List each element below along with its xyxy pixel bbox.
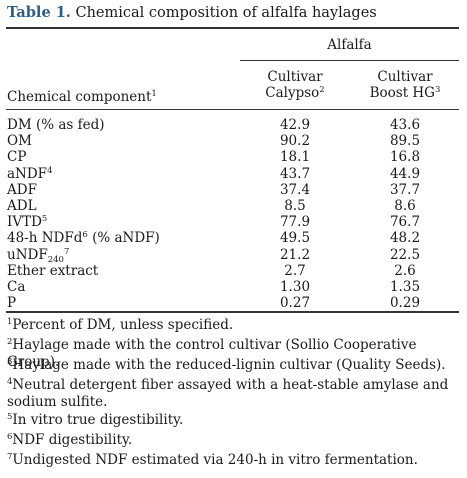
calypso-value: 8.5 <box>284 198 306 214</box>
top-rule <box>6 27 459 29</box>
calypso-value: 42.9 <box>279 117 311 133</box>
row-label: Ca <box>7 279 26 295</box>
row-label: CP <box>7 149 27 166</box>
boost-hg-value: 37.7 <box>389 181 421 198</box>
table-row: 48-h NDFd6 (% aNDF) 49.5 48.2 <box>0 230 467 246</box>
table-row: Ether extract 2.7 2.6 <box>0 263 467 279</box>
col1-header-line1: Cultivar <box>267 69 323 85</box>
row-label: Ether extract <box>7 262 99 279</box>
row-label: ADL <box>7 198 37 214</box>
footnote-7: 7Undigested NDF estimated via 240-h in v… <box>7 452 418 468</box>
calypso-value: 43.7 <box>279 165 311 182</box>
table-row: ADF 37.4 37.7 <box>0 182 467 198</box>
calypso-value: 77.9 <box>279 214 311 231</box>
col2-header-line2: Boost HG3 <box>369 85 441 101</box>
footnote-1: 1Percent of DM, unless specified. <box>7 317 234 333</box>
row-label: uNDF2407 <box>7 246 70 265</box>
row-label: IVTD5 <box>7 214 48 231</box>
table-row: uNDF2407 21.2 22.5 <box>0 246 467 265</box>
table-row: P 0.27 0.29 <box>0 295 467 311</box>
boost-hg-value: 16.8 <box>389 149 421 166</box>
footnote-5: 5In vitro true digestibility. <box>7 412 184 428</box>
table-label: Table 1. <box>7 4 71 21</box>
footnote-3: 3Haylage made with the reduced-lignin cu… <box>7 357 446 373</box>
footnote-4: 4Neutral detergent fiber assayed with a … <box>7 377 449 410</box>
row-label: OM <box>7 133 32 150</box>
boost-hg-value: 89.5 <box>389 133 421 150</box>
row-label: ADF <box>7 181 37 198</box>
calypso-value: 0.27 <box>279 295 311 312</box>
boost-hg-value: 44.9 <box>389 165 421 182</box>
calypso-value: 1.30 <box>279 279 311 295</box>
table-title: Table 1. Chemical composition of alfalfa… <box>7 4 377 21</box>
table-row: ADL 8.5 8.6 <box>0 198 467 214</box>
row-label: P <box>7 295 17 312</box>
table-row: DM (% as fed) 42.9 43.6 <box>0 117 467 133</box>
row-label: DM (% as fed) <box>7 117 105 133</box>
boost-hg-value: 48.2 <box>389 230 421 247</box>
calypso-value: 37.4 <box>279 181 311 198</box>
table-row: IVTD5 77.9 76.7 <box>0 214 467 230</box>
calypso-value: 18.1 <box>279 149 311 166</box>
group-header-alfalfa: Alfalfa <box>327 37 372 53</box>
footnote-6: 6NDF digestibility. <box>7 432 133 448</box>
boost-hg-value: 0.29 <box>389 295 421 312</box>
row-label: aNDF4 <box>7 165 53 182</box>
row-label: 48-h NDFd6 (% aNDF) <box>7 230 160 247</box>
boost-hg-value: 1.35 <box>389 279 421 295</box>
table-row: CP 18.1 16.8 <box>0 149 467 165</box>
calypso-value: 49.5 <box>279 230 311 247</box>
table-caption: Chemical composition of alfalfa haylages <box>75 5 377 21</box>
footnote-2: 2Haylage made with the control cultivar … <box>7 337 417 370</box>
boost-hg-value: 8.6 <box>394 198 416 214</box>
table-row: OM 90.2 89.5 <box>0 133 467 149</box>
header-rule <box>6 109 459 110</box>
calypso-value: 21.2 <box>279 246 311 263</box>
col1-header-line2: Calypso2 <box>265 85 325 101</box>
table-row: aNDF4 43.7 44.9 <box>0 166 467 182</box>
boost-hg-value: 76.7 <box>389 214 421 231</box>
boost-hg-value: 43.6 <box>389 117 421 133</box>
group-rule <box>240 60 459 61</box>
col2-header-line1: Cultivar <box>377 69 433 85</box>
calypso-value: 2.7 <box>284 262 306 279</box>
boost-hg-value: 2.6 <box>394 262 416 279</box>
col0-header: Chemical component1 <box>7 89 157 105</box>
boost-hg-value: 22.5 <box>389 246 421 263</box>
bottom-rule <box>6 311 459 313</box>
table-row: Ca 1.30 1.35 <box>0 279 467 295</box>
calypso-value: 90.2 <box>279 133 311 150</box>
